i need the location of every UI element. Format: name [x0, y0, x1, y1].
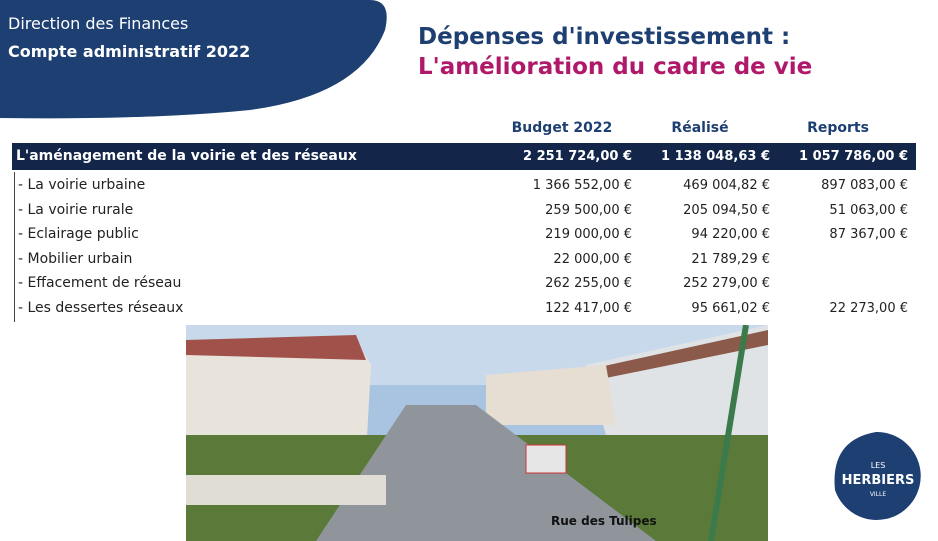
- row-label: - Mobilier urbain: [18, 250, 133, 267]
- row-border: [14, 172, 15, 322]
- row-value: 94 220,00 €: [691, 227, 770, 242]
- column-header: Budget 2022: [511, 120, 613, 136]
- logo-bottom: VILLE: [870, 491, 887, 498]
- row-value: 897 083,00 €: [821, 178, 908, 193]
- department: Direction des Finances: [8, 14, 189, 33]
- row-value: 252 279,00 €: [683, 276, 770, 291]
- total-label: L'aménagement de la voirie et des réseau…: [16, 148, 357, 164]
- row-label: - Eclairage public: [18, 226, 139, 242]
- row-label: - Effacement de réseau: [18, 275, 182, 291]
- row-value: 205 094,50 €: [683, 202, 770, 218]
- total-value: 2 251 724,00 €: [523, 149, 632, 164]
- total-row-bg: [12, 143, 916, 170]
- subtitle: Compte administratif 2022: [8, 42, 251, 61]
- total-value: 1 057 786,00 €: [799, 149, 908, 164]
- logo-top: LES: [871, 461, 886, 470]
- row-value: 219 000,00 €: [545, 227, 632, 242]
- row-value: 95 661,02 €: [691, 300, 770, 316]
- row-value: 22 273,00 €: [829, 300, 908, 316]
- logo-name: HERBIERS: [842, 473, 915, 488]
- title-line2: L'amélioration du cadre de vie: [418, 54, 813, 80]
- column-header: Réalisé: [671, 120, 729, 136]
- row-value: 469 004,82 €: [683, 178, 770, 193]
- row-label: - Les dessertes réseaux: [18, 299, 184, 316]
- row-value: 122 417,00 €: [545, 300, 632, 316]
- row-value: 262 255,00 €: [545, 276, 632, 291]
- photo-caption: Rue des Tulipes: [551, 514, 657, 528]
- row-value: 1 366 552,00 €: [532, 178, 632, 193]
- row-value: 51 063,00 €: [829, 202, 908, 218]
- header-shape: [0, 0, 387, 119]
- photo: Rue des Tulipes: [186, 325, 768, 541]
- column-header: Reports: [807, 120, 869, 136]
- title-line1: Dépenses d'investissement :: [418, 24, 791, 50]
- logo: LES HERBIERS VILLE: [834, 431, 921, 520]
- row-value: 87 367,00 €: [829, 227, 908, 242]
- row-value: 22 000,00 €: [553, 251, 632, 267]
- row-value: 21 789,29 €: [691, 251, 770, 267]
- total-value: 1 138 048,63 €: [661, 149, 770, 164]
- row-value: 259 500,00 €: [545, 202, 632, 218]
- row-label: - La voirie urbaine: [18, 177, 146, 193]
- row-label: - La voirie rurale: [18, 201, 134, 218]
